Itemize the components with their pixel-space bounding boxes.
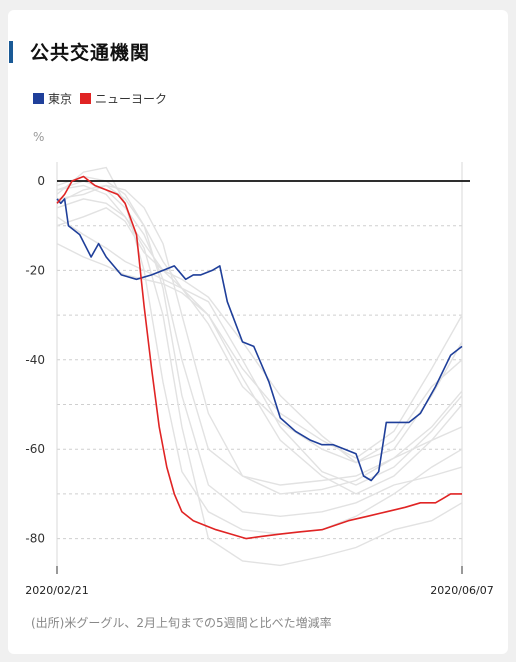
series-line-other-city [57,186,462,494]
x-tick-label-end: 2020/06/07 [430,584,493,597]
y-tick-label: -60 [25,442,45,456]
series-line-other-city [57,186,462,463]
series-line-other-city [57,177,462,459]
series-line-other-city [57,199,462,566]
y-tick-label: -20 [25,263,45,277]
series-line-other-city [57,208,462,463]
series-line-other-city [57,168,462,534]
source-note: (出所)米グーグル、2月上旬までの5週間と比べた増減率 [31,614,332,631]
series-line-other-city [57,186,462,517]
series-line-other-city [57,217,462,485]
y-axis-unit-label: % [33,130,44,144]
y-tick-label: -40 [25,353,45,367]
y-tick-label: 0 [37,174,45,188]
x-tick-label-start: 2020/02/21 [25,584,88,597]
y-tick-label: -80 [25,532,45,546]
series-line-other-city [57,244,462,494]
